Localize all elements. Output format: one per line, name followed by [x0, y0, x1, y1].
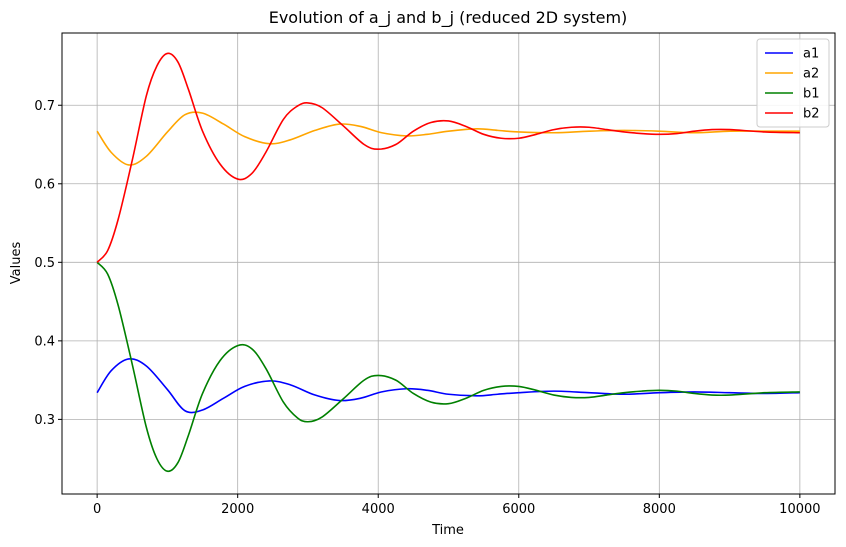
y-tick-label: 0.6	[34, 177, 55, 192]
legend: a1 a2 b1 b2	[756, 38, 830, 128]
legend-box	[756, 38, 830, 128]
x-tick-label: 6000	[502, 502, 535, 517]
legend-label-a1: a1	[803, 47, 819, 62]
x-tick-label: 8000	[643, 502, 676, 517]
series-line-a1	[96, 357, 800, 414]
chart-title: Evolution of a_j and b_j (reduced 2D sys…	[269, 8, 628, 28]
x-tick-label: 4000	[362, 502, 395, 517]
series-line-a2	[96, 111, 800, 166]
y-tick-label: 0.7	[34, 99, 55, 114]
legend-label-b2: b2	[803, 107, 820, 122]
legend-label-b1: b1	[803, 87, 820, 102]
y-tick-label: 0.5	[34, 256, 55, 271]
y-tick-label: 0.4	[34, 334, 55, 349]
x-tick-label: 0	[93, 502, 101, 517]
series-layer	[96, 52, 800, 473]
x-tick-label: 2000	[221, 502, 254, 517]
plot-area-frame	[61, 32, 836, 495]
ticks: 0 2000 4000 6000 8000 10000 0.3 0.4 0.5 0.6 0.7	[34, 99, 820, 517]
series-line-b1	[96, 261, 800, 473]
x-tick-label: 10000	[779, 502, 820, 517]
y-tick-label: 0.3	[34, 413, 55, 428]
y-axis-label: Values	[9, 242, 24, 285]
legend-label-a2: a2	[803, 67, 819, 82]
series-line-b2	[96, 52, 800, 263]
x-axis-label: Time	[431, 523, 464, 538]
